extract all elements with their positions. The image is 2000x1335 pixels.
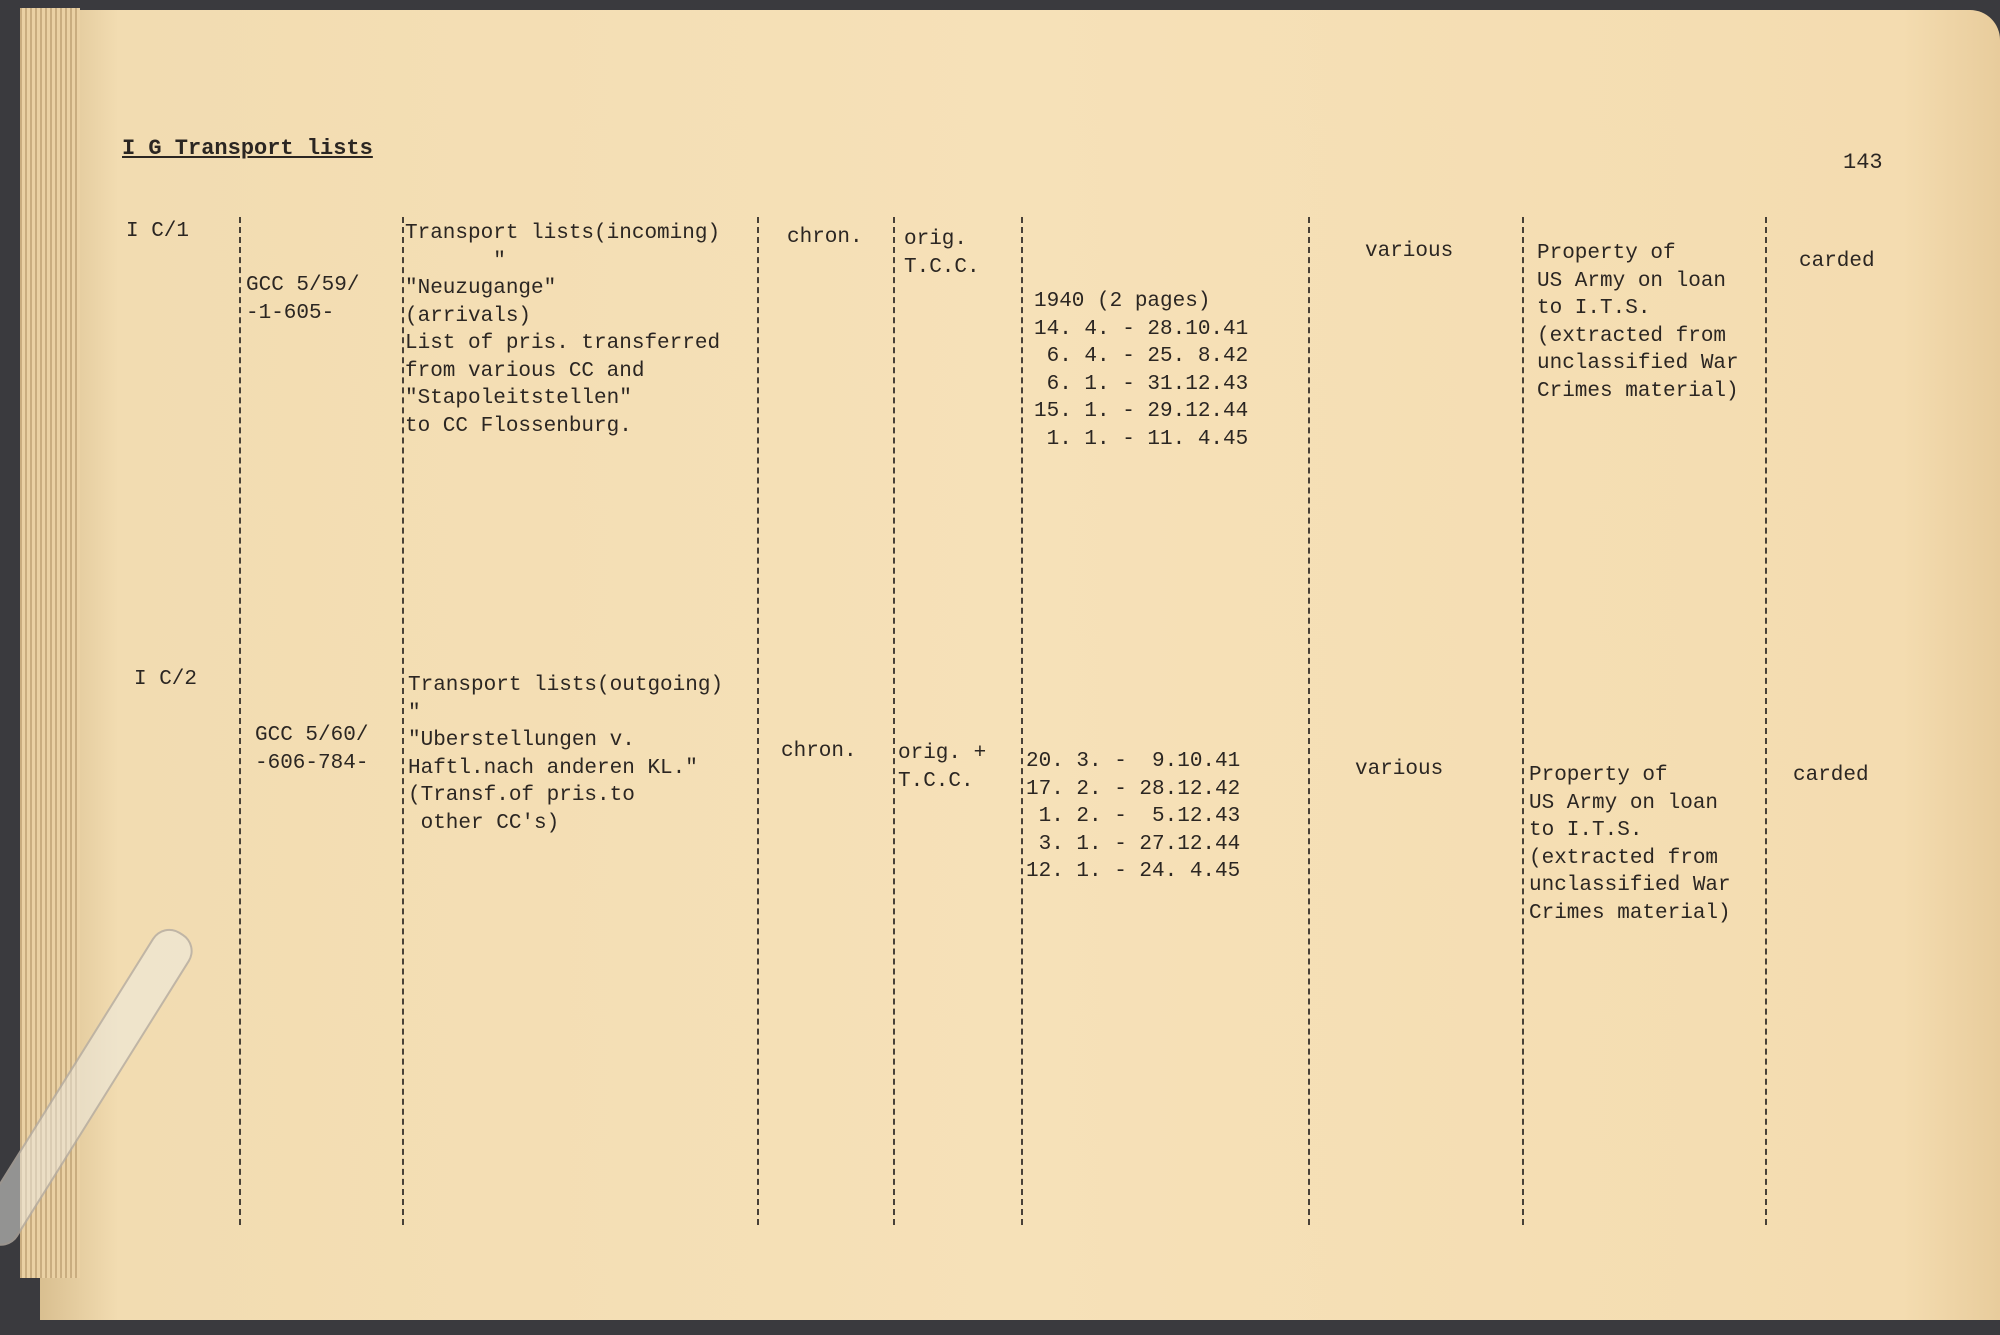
column-divider xyxy=(757,217,759,1225)
entry-id: I C/2 xyxy=(134,668,198,691)
column-divider xyxy=(402,217,404,1225)
entry-status: carded xyxy=(1793,764,1869,787)
entry-languages: various xyxy=(1355,758,1444,781)
entry-dates: 1940 (2 pages) 14. 4. - 28.10.41 6. 4. -… xyxy=(1034,290,1249,451)
entry-languages: various xyxy=(1365,240,1454,263)
column-divider xyxy=(1021,217,1023,1225)
entry-id: I C/1 xyxy=(126,220,190,243)
column-divider xyxy=(1522,217,1524,1225)
entry-type: orig. T.C.C. xyxy=(904,228,980,279)
entry-type: orig. + T.C.C. xyxy=(898,742,987,793)
book-page-edges xyxy=(20,8,80,1278)
page-number: 143 xyxy=(1843,150,1883,175)
entry-reference: GCC 5/59/ -1-605- xyxy=(246,274,360,325)
entry-remarks: Property of US Army on loan to I.T.S. (e… xyxy=(1529,764,1731,925)
column-divider xyxy=(239,217,241,1225)
entry-order: chron. xyxy=(781,740,857,763)
entry-description: Transport lists(incoming) " "Neuzugange"… xyxy=(405,222,721,438)
entry-dates: 20. 3. - 9.10.41 17. 2. - 28.12.42 1. 2.… xyxy=(1026,750,1241,883)
entry-order: chron. xyxy=(787,226,863,249)
entry-description: Transport lists(outgoing) " "Uberstellun… xyxy=(408,674,724,835)
column-divider xyxy=(1308,217,1310,1225)
entry-reference: GCC 5/60/ -606-784- xyxy=(255,724,369,775)
column-divider xyxy=(893,217,895,1225)
section-title: I G Transport lists xyxy=(122,136,373,161)
entry-remarks: Property of US Army on loan to I.T.S. (e… xyxy=(1537,242,1739,403)
entry-status: carded xyxy=(1799,250,1875,273)
document-page xyxy=(40,10,2000,1320)
column-divider xyxy=(1765,217,1767,1225)
